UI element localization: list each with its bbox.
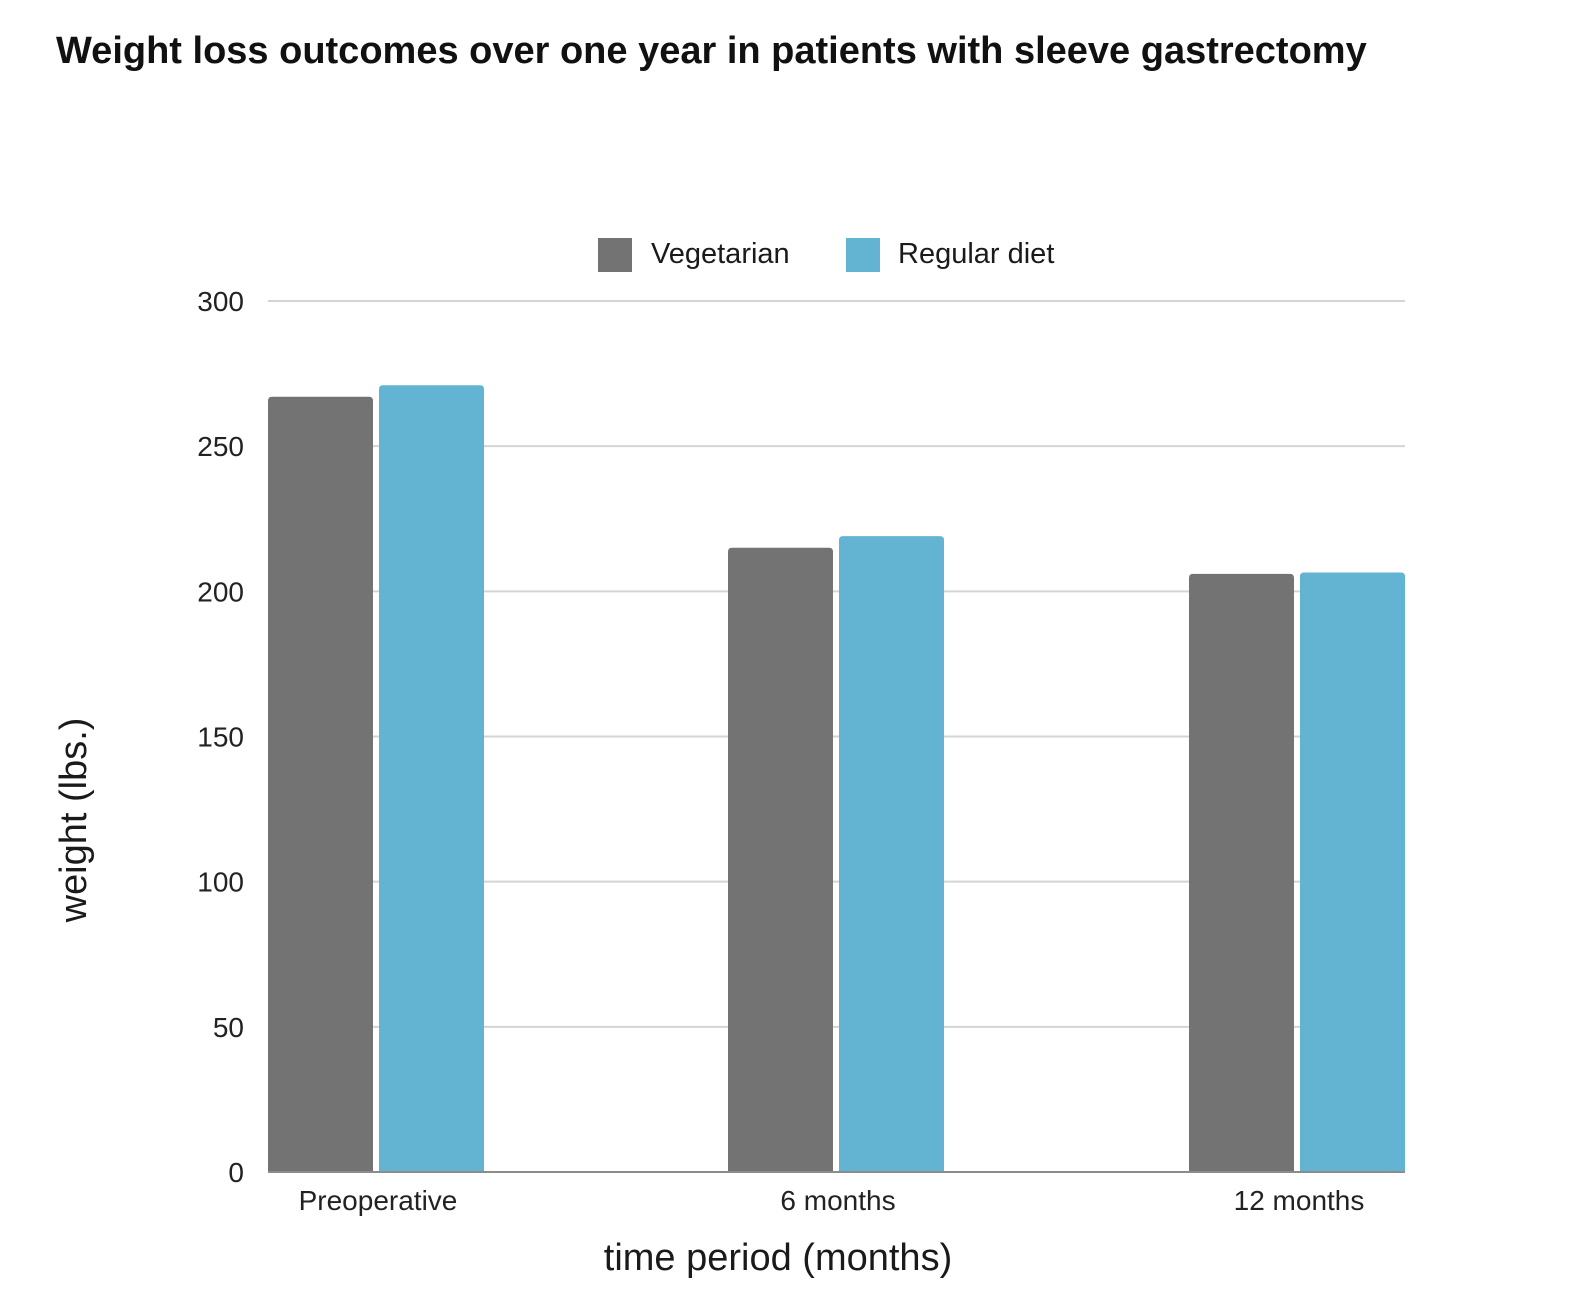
bar-vegetarian-12-months <box>1189 573 1294 1172</box>
legend-label-regular-diet: Regular diet <box>898 238 1054 270</box>
x-axis-ticks: Preoperative 6 months 12 months <box>299 1185 1365 1216</box>
y-tick-label-100: 100 <box>197 867 244 898</box>
legend-swatch-regular-diet <box>846 238 880 272</box>
chart-title: Weight loss outcomes over one year in pa… <box>56 30 1367 72</box>
x-tick-label-6-months: 6 months <box>780 1185 895 1216</box>
legend-swatch-vegetarian <box>598 238 632 272</box>
bar-regular-diet-preoperative <box>379 385 484 1172</box>
x-axis-title: time period (months) <box>604 1237 952 1279</box>
y-axis-ticks: 0 50 100 150 200 250 300 <box>197 286 244 1188</box>
legend: Vegetarian Regular diet <box>598 238 1054 272</box>
bar-vegetarian-preoperative <box>268 396 373 1172</box>
legend-label-vegetarian: Vegetarian <box>651 238 790 270</box>
bar-regular-diet-6-months <box>839 536 944 1172</box>
y-tick-label-200: 200 <box>197 576 244 607</box>
y-axis-title: weight (lbs.) <box>53 718 95 924</box>
x-tick-label-preoperative: Preoperative <box>299 1185 458 1216</box>
bars <box>268 385 1405 1172</box>
y-tick-label-50: 50 <box>213 1012 244 1043</box>
y-tick-label-0: 0 <box>228 1157 244 1188</box>
y-tick-label-300: 300 <box>197 286 244 317</box>
y-tick-label-150: 150 <box>197 722 244 753</box>
y-tick-label-250: 250 <box>197 431 244 462</box>
bar-regular-diet-12-months <box>1300 572 1405 1172</box>
x-tick-label-12-months: 12 months <box>1234 1185 1365 1216</box>
bar-vegetarian-6-months <box>728 547 833 1172</box>
